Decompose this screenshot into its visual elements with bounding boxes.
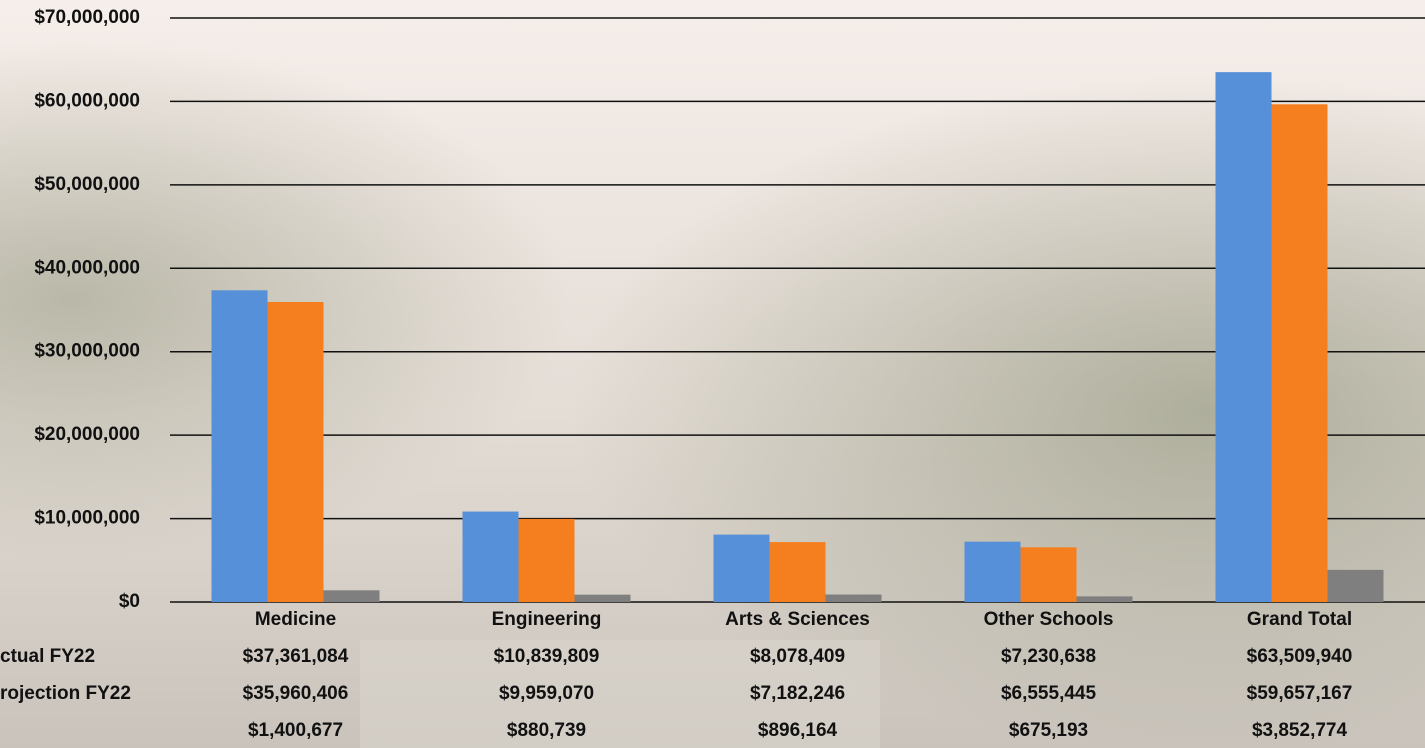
y-tick-label: $20,000,000 [34,424,140,445]
bar [1272,104,1328,602]
chart: $0 $10,000,000 $20,000,000 $30,000,000 $40,0… [0,0,1425,748]
bar [770,542,826,602]
x-tick-label: Medicine [255,609,336,630]
table-value: $3,852,774 [1252,720,1348,741]
x-tick-label: Arts & Sciences [725,609,870,630]
table-value: $59,657,167 [1247,683,1353,704]
bar [212,290,268,602]
bar [1021,547,1077,602]
table-value: $675,193 [1009,720,1088,741]
table-value: $63,509,940 [1247,646,1353,667]
table-value: $7,182,246 [750,683,845,704]
y-tick-label: $50,000,000 [34,174,140,195]
bar [575,595,631,602]
table-value: $37,361,084 [243,646,349,667]
bar [324,590,380,602]
x-tick-label: Engineering [492,609,602,630]
bar [1216,72,1272,602]
y-tick-label: $70,000,000 [34,7,140,28]
bar [965,542,1021,602]
bar [268,302,324,602]
legend-label: rojection FY22 [0,683,131,704]
table-value: $8,078,409 [750,646,845,667]
table-value: $9,959,070 [499,683,594,704]
table-value: $35,960,406 [243,683,349,704]
table-value: $896,164 [758,720,838,741]
table-value: $880,739 [507,720,586,741]
y-tick-label: $30,000,000 [34,341,140,362]
table-value: $1,400,677 [248,720,343,741]
bar [1077,596,1133,602]
bar [714,535,770,602]
bar [519,519,575,602]
bar [826,595,882,602]
legend-label: ctual FY22 [0,646,95,667]
y-tick-label: $40,000,000 [34,257,140,278]
x-tick-label: Other Schools [984,609,1114,630]
y-tick-label: $60,000,000 [34,90,140,111]
x-tick-label: Grand Total [1247,609,1352,630]
table-value: $7,230,638 [1001,646,1096,667]
y-tick-label: $10,000,000 [34,508,140,529]
bar [463,512,519,602]
y-tick-label: $0 [119,591,140,612]
bar [1328,570,1384,602]
table-value: $10,839,809 [494,646,600,667]
table-value: $6,555,445 [1001,683,1097,704]
